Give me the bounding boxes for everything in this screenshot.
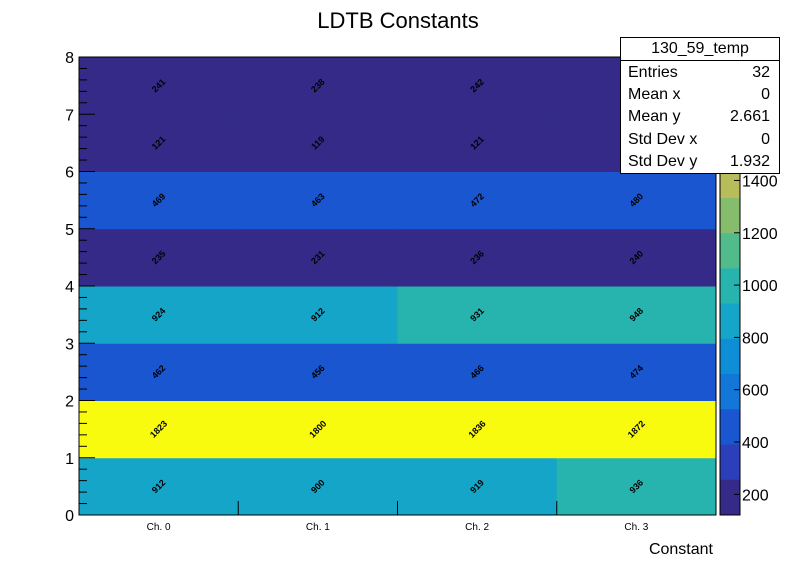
heatmap-cell bbox=[556, 171, 717, 230]
y-tick-label: 4 bbox=[65, 279, 74, 296]
stats-label: Std Dev y bbox=[628, 153, 698, 170]
y-tick-label: 1 bbox=[65, 451, 74, 468]
y-tick-label: 6 bbox=[65, 165, 74, 182]
stats-value: 32 bbox=[752, 64, 770, 81]
heatmap-cell bbox=[238, 343, 398, 401]
y-tick-label: 5 bbox=[65, 222, 74, 239]
x-tick-label: Ch. 1 bbox=[306, 522, 330, 533]
heatmap-cell bbox=[238, 57, 398, 115]
heatmap-cell bbox=[238, 286, 398, 344]
heatmap-cell bbox=[397, 343, 558, 401]
heatmap-cell bbox=[79, 171, 239, 230]
heatmap-cell bbox=[79, 286, 239, 344]
heatmap-cell bbox=[397, 114, 558, 172]
x-tick-label: Ch. 3 bbox=[624, 522, 648, 533]
colorbar-tick-label: 1200 bbox=[742, 226, 778, 243]
stats-value: 1.932 bbox=[729, 153, 770, 170]
colorbar-segment bbox=[720, 479, 740, 516]
colorbar-segment bbox=[720, 303, 740, 340]
heatmap-cell bbox=[238, 228, 398, 287]
colorbar-tick-label: 800 bbox=[742, 330, 769, 347]
heatmap-cell bbox=[238, 171, 398, 230]
y-tick-label: 2 bbox=[65, 394, 74, 411]
heatmap-cell bbox=[397, 457, 558, 516]
heatmap-cell bbox=[397, 400, 558, 459]
stats-value: 2.661 bbox=[729, 108, 770, 125]
x-tick-label: Ch. 0 bbox=[147, 522, 171, 533]
x-axis-title: Constant bbox=[649, 541, 714, 558]
colorbar-tick-label: 200 bbox=[742, 487, 769, 504]
colorbar-segment bbox=[720, 374, 740, 410]
y-tick-label: 8 bbox=[65, 50, 74, 67]
heatmap-cell bbox=[556, 457, 717, 516]
heatmap-cell bbox=[397, 228, 558, 287]
stats-row-entries: Entries 32 bbox=[621, 62, 779, 84]
stats-label: Std Dev x bbox=[628, 131, 698, 148]
y-tick-label: 7 bbox=[65, 107, 74, 124]
heatmap-cell bbox=[397, 286, 558, 344]
colorbar-segment bbox=[720, 197, 740, 234]
heatmap-cell bbox=[79, 228, 239, 287]
stats-row-std-dev-y: Std Dev y 1.932 bbox=[621, 151, 779, 173]
heatmap-cell bbox=[397, 57, 558, 115]
heatmap-cell bbox=[556, 228, 717, 287]
colorbar-segment bbox=[720, 233, 740, 269]
colorbar-segment bbox=[720, 444, 740, 481]
x-tick-label: Ch. 2 bbox=[465, 522, 489, 533]
heatmap-cell bbox=[397, 171, 558, 230]
colorbar-tick-label: 1000 bbox=[742, 278, 778, 295]
stats-box: 130_59_temp Entries 32 Mean x 0 Mean y 2… bbox=[620, 37, 780, 174]
stats-label: Mean x bbox=[628, 86, 681, 103]
heatmap-cell bbox=[238, 114, 398, 172]
stats-value: 0 bbox=[761, 131, 770, 148]
colorbar-tick-label: 400 bbox=[742, 435, 769, 452]
heatmap-cell bbox=[79, 400, 239, 459]
colorbar-segment bbox=[720, 409, 740, 446]
colorbar-tick-label: 1400 bbox=[742, 173, 778, 190]
stats-row-mean-x: Mean x 0 bbox=[621, 84, 779, 106]
colorbar-segment bbox=[720, 268, 740, 305]
y-tick-label: 3 bbox=[65, 336, 74, 353]
heatmap-cell bbox=[79, 57, 239, 115]
colorbar-segment bbox=[720, 338, 740, 375]
stats-title: 130_59_temp bbox=[621, 38, 779, 61]
heatmap-cell bbox=[79, 114, 239, 172]
stats-label: Entries bbox=[628, 64, 678, 81]
heatmap-cell bbox=[556, 286, 717, 344]
stats-label: Mean y bbox=[628, 108, 681, 125]
chart-title: LDTB Constants bbox=[317, 8, 478, 33]
heatmap-cell bbox=[556, 343, 717, 401]
stats-row-std-dev-x: Std Dev x 0 bbox=[621, 129, 779, 151]
heatmap-cell bbox=[556, 400, 717, 459]
colorbar-tick-label: 600 bbox=[742, 383, 769, 400]
heatmap-cell bbox=[79, 457, 239, 516]
heatmap-cell bbox=[238, 457, 398, 516]
heatmap-cell bbox=[79, 343, 239, 401]
stats-row-mean-y: Mean y 2.661 bbox=[621, 106, 779, 128]
y-tick-label: 0 bbox=[65, 508, 74, 525]
heatmap-cell bbox=[238, 400, 398, 459]
stats-value: 0 bbox=[761, 86, 770, 103]
